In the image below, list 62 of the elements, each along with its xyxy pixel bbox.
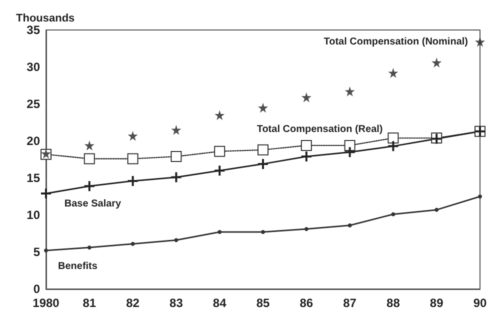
point [432,58,442,68]
point [174,238,178,242]
point [84,181,94,192]
x-tick-label: 83 [170,296,184,310]
x-tick-label: 86 [300,296,314,310]
point [171,124,182,135]
point [214,110,225,120]
point [127,153,138,164]
point [301,92,312,102]
y-tick-label: 10 [26,208,40,222]
point [128,176,138,186]
x-tick-label: 88 [386,296,400,310]
point [258,102,268,113]
point [261,230,265,234]
y-tick-label: 5 [33,245,40,259]
y-tick-label: 20 [26,134,40,148]
x-tick-label: 82 [126,296,140,310]
point [300,140,312,151]
point [84,153,95,164]
point [388,68,398,78]
point [214,166,225,176]
point [130,242,135,246]
point [344,140,356,151]
point [171,172,182,182]
point [258,158,268,169]
series-label: Benefits [58,261,98,272]
point [41,188,51,199]
y-tick-label: 0 [33,282,40,296]
x-tick-label: 89 [430,296,444,310]
series-label: Total Compensation (Nominal) [324,36,468,48]
x-tick-label: 84 [212,296,227,310]
point [344,86,355,96]
point [84,140,94,150]
point [304,227,308,232]
point [344,147,355,158]
x-tick-label: 90 [473,296,487,310]
point [170,151,182,162]
point [214,146,226,157]
y-tick-label: 15 [26,171,40,185]
point [301,152,312,162]
point [218,230,222,234]
series-label: Total Compensation (Real) [256,124,383,135]
x-tick-label: 85 [256,296,270,310]
point [128,130,138,141]
point [87,246,92,250]
point [348,223,352,228]
point [391,212,396,216]
y-tick-label: 35 [26,23,40,37]
x-tick-label: 81 [82,296,96,310]
series-label: Base Salary [64,198,122,210]
x-tick-label: 1980 [32,296,60,310]
y-tick-label: 25 [26,97,40,111]
y-tick-label: 30 [26,60,40,74]
point [44,248,48,253]
point [388,132,399,144]
point [388,141,398,152]
point [478,194,482,198]
point [258,144,268,156]
point [434,208,439,212]
x-tick-label: 87 [343,296,357,310]
point [475,36,485,47]
y-axis-title: Thousands [16,12,75,24]
